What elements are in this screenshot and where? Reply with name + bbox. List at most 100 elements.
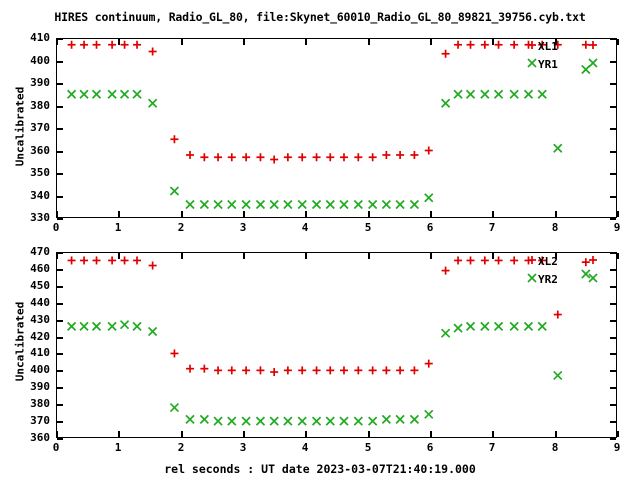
x-tick-mark [243, 211, 245, 217]
y-tick-mark [610, 106, 616, 108]
y-tick-mark [610, 38, 616, 40]
y-tick-mark [57, 128, 63, 130]
x-tick-mark [243, 39, 245, 45]
x-tick-label: 4 [301, 441, 309, 454]
y-tick-label: 470 [30, 245, 50, 258]
y-tick-mark [610, 252, 616, 254]
x-tick-label: 0 [52, 441, 60, 454]
y-tick-label: 360 [30, 144, 50, 157]
y-tick-mark [610, 269, 616, 271]
y-tick-mark [610, 303, 616, 305]
y-tick-mark [57, 252, 63, 254]
x-tick-mark [368, 253, 370, 259]
y-tick-label: 350 [30, 166, 50, 179]
x-tick-mark [617, 211, 619, 217]
y-tick-mark [610, 421, 616, 423]
x-tick-mark [617, 253, 619, 259]
x-tick-mark [181, 431, 183, 437]
x-tick-label: 6 [426, 221, 434, 234]
y-tick-label: 360 [30, 431, 50, 444]
x-tick-label: 1 [114, 221, 122, 234]
y-tick-mark [57, 370, 63, 372]
x-tick-mark [492, 431, 494, 437]
y-tick-label: 430 [30, 313, 50, 326]
y-tick-mark [610, 404, 616, 406]
x-tick-mark [368, 39, 370, 45]
y-tick-mark [57, 38, 63, 40]
y-tick-mark [57, 303, 63, 305]
x-tick-mark [492, 253, 494, 259]
y-tick-mark [57, 421, 63, 423]
x-tick-mark [305, 431, 307, 437]
x-tick-mark [181, 211, 183, 217]
y-tick-mark [57, 387, 63, 389]
x-tick-label: 3 [239, 221, 247, 234]
y-tick-mark [57, 438, 63, 440]
x-tick-mark [430, 39, 432, 45]
y-tick-mark [57, 269, 63, 271]
x-tick-label: 8 [551, 441, 559, 454]
x-tick-mark [617, 431, 619, 437]
x-tick-mark [555, 431, 557, 437]
x-tick-mark [368, 431, 370, 437]
x-tick-mark [492, 211, 494, 217]
y-tick-mark [610, 128, 616, 130]
y-tick-label: 410 [30, 31, 50, 44]
y-tick-mark [610, 173, 616, 175]
legend-label-yr1: YR1 [538, 58, 558, 71]
y-tick-label: 420 [30, 330, 50, 343]
y-tick-mark [57, 196, 63, 198]
y-tick-mark [610, 353, 616, 355]
y-tick-mark [57, 61, 63, 63]
y-tick-mark [610, 320, 616, 322]
x-tick-label: 1 [114, 441, 122, 454]
x-tick-label: 7 [488, 441, 496, 454]
x-tick-mark [243, 253, 245, 259]
y-tick-label: 330 [30, 211, 50, 224]
y-tick-mark [610, 286, 616, 288]
x-tick-mark [56, 39, 58, 45]
x-tick-mark [305, 211, 307, 217]
x-tick-mark [181, 39, 183, 45]
x-tick-label: 0 [52, 221, 60, 234]
y-tick-mark [610, 337, 616, 339]
y-tick-label: 390 [30, 76, 50, 89]
x-tick-mark [430, 253, 432, 259]
y-tick-mark [610, 151, 616, 153]
y-tick-label: 450 [30, 279, 50, 292]
x-tick-mark [118, 253, 120, 259]
x-tick-mark [181, 253, 183, 259]
x-tick-label: 3 [239, 441, 247, 454]
y-tick-mark [610, 61, 616, 63]
legend-label-xl2: XL2 [538, 255, 558, 268]
y-tick-label: 460 [30, 262, 50, 275]
y-tick-mark [57, 83, 63, 85]
x-tick-mark [555, 253, 557, 259]
y-tick-label: 400 [30, 363, 50, 376]
y-tick-mark [57, 320, 63, 322]
y-tick-label: 340 [30, 189, 50, 202]
x-tick-label: 2 [177, 441, 185, 454]
x-tick-mark [56, 211, 58, 217]
x-tick-mark [617, 39, 619, 45]
legend-label-xl1: XL1 [538, 40, 558, 53]
y-tick-label: 390 [30, 380, 50, 393]
x-tick-label: 5 [364, 441, 372, 454]
x-tick-mark [243, 431, 245, 437]
y-tick-label: 400 [30, 54, 50, 67]
y-tick-label: 370 [30, 414, 50, 427]
x-tick-label: 8 [551, 221, 559, 234]
y-tick-mark [610, 370, 616, 372]
x-tick-mark [118, 39, 120, 45]
y-tick-label: 410 [30, 346, 50, 359]
bottom-plot-area [56, 252, 617, 438]
x-tick-mark [118, 211, 120, 217]
y-tick-mark [57, 286, 63, 288]
x-tick-mark [305, 39, 307, 45]
x-tick-mark [555, 211, 557, 217]
y-tick-mark [610, 218, 616, 220]
x-tick-label: 6 [426, 441, 434, 454]
y-tick-mark [610, 438, 616, 440]
